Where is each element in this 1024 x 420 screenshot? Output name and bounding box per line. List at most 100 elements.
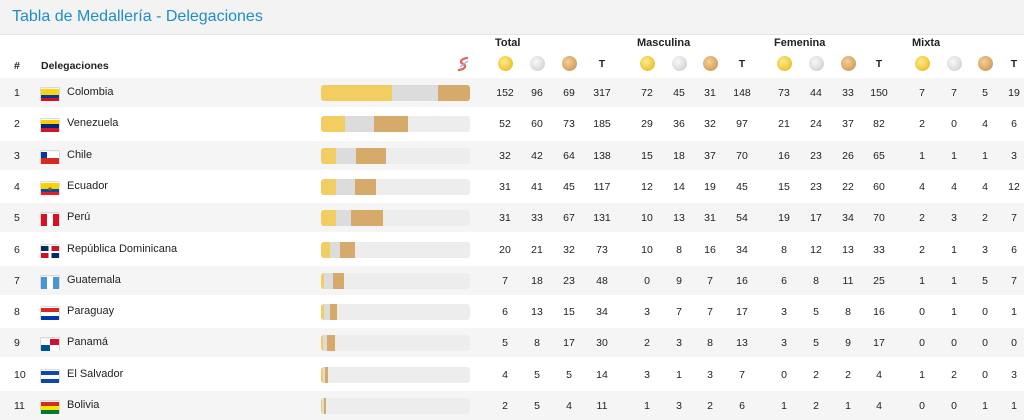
total-bronze-cell: 32 bbox=[563, 243, 575, 256]
table-row[interactable]: 11 Bolivia 2 5 4 11 1 3 2 6 1 2 1 4 0 0 1 1 bbox=[0, 391, 1024, 420]
gold-segment bbox=[321, 398, 322, 414]
table-row[interactable]: 6 República Dominicana 20 21 32 73 10 8 16 34 8 12 1… bbox=[0, 235, 1024, 264]
fem-total-cell: 16 bbox=[873, 306, 885, 319]
rank-cell: 5 bbox=[14, 212, 20, 225]
bronze-segment bbox=[324, 398, 327, 414]
fem-total-cell: 17 bbox=[873, 337, 885, 350]
rank-cell: 11 bbox=[14, 400, 25, 412]
table-row[interactable]: 5 Perú 31 33 67 131 10 13 31 54 19 17 34 70 2 3 2 7 bbox=[0, 203, 1024, 233]
mix-bronze-cell: 4 bbox=[982, 118, 988, 131]
fem-gold-cell: 3 bbox=[781, 337, 787, 350]
rank-cell: 7 bbox=[14, 274, 20, 287]
delegation-name[interactable]: Venezuela bbox=[67, 117, 119, 130]
ecuador-flag-icon bbox=[41, 182, 59, 195]
masc-gold-cell: 10 bbox=[641, 243, 653, 256]
total-gold-cell: 31 bbox=[499, 180, 511, 193]
delegation-name[interactable]: Panamá bbox=[67, 336, 108, 349]
silver-segment bbox=[330, 241, 341, 258]
table-row[interactable]: 8 Paraguay 6 13 15 34 3 7 7 17 3 5 8 16 0 1 0 1 bbox=[0, 297, 1024, 326]
mix-silver-cell: 0 bbox=[951, 118, 957, 131]
total-silver-cell: 5 bbox=[534, 368, 540, 381]
silver-segment bbox=[322, 366, 326, 383]
gold-segment bbox=[321, 366, 323, 383]
masc-silver-cell: 13 bbox=[673, 212, 685, 225]
mix-total-cell: 6 bbox=[1011, 118, 1017, 131]
mix-silver-cell: 3 bbox=[951, 212, 957, 225]
gold-segment bbox=[321, 85, 393, 101]
masc-silver-cell: 8 bbox=[676, 243, 682, 256]
elsalvador-flag-icon bbox=[41, 370, 59, 383]
table-row[interactable]: 10 El Salvador 4 5 5 14 3 1 3 7 0 2 2 4 1 2 0 3 bbox=[0, 360, 1024, 389]
bronze-segment bbox=[327, 335, 336, 352]
fem-gold-cell: 3 bbox=[781, 306, 787, 319]
delegation-name[interactable]: Colombia bbox=[67, 86, 114, 98]
silver-medal-icon bbox=[947, 56, 962, 71]
bronze-segment bbox=[340, 241, 356, 258]
colombia-flag-icon bbox=[41, 88, 59, 101]
delegation-name[interactable]: El Salvador bbox=[67, 367, 124, 380]
gold-segment bbox=[321, 210, 336, 227]
total-bronze-cell: 5 bbox=[566, 368, 572, 381]
rank-header: # bbox=[14, 60, 20, 72]
bronze-segment bbox=[351, 210, 383, 227]
medal-distribution-bar bbox=[321, 272, 470, 289]
gold-medal-icon bbox=[498, 56, 513, 71]
bronze-segment bbox=[437, 85, 470, 101]
delegation-name[interactable]: Chile bbox=[67, 148, 93, 161]
fem-bronze-cell: 2 bbox=[845, 368, 851, 381]
delegation-name[interactable]: Bolivia bbox=[67, 399, 100, 411]
masc-gold-cell: 0 bbox=[644, 274, 650, 287]
masc-silver-cell: 9 bbox=[676, 274, 682, 287]
table-row[interactable]: 9 Panamá 5 8 17 30 2 3 8 13 3 5 9 17 0 0 0 0 bbox=[0, 328, 1024, 358]
fem-silver-cell: 12 bbox=[810, 243, 822, 256]
delegation-name[interactable]: Ecuador bbox=[67, 179, 108, 192]
mix-gold-cell: 0 bbox=[919, 400, 925, 412]
table-row[interactable]: 1 Colombia 152 96 69 317 72 45 31 148 73 44 33 150 7 7 5… bbox=[0, 78, 1024, 107]
fem-bronze-cell: 22 bbox=[842, 180, 854, 193]
total-bronze-cell: 67 bbox=[563, 212, 575, 225]
page-title: Tabla de Medallería - Delegaciones bbox=[12, 8, 263, 25]
fem-gold-cell: 15 bbox=[778, 180, 790, 193]
total-silver-cell: 13 bbox=[531, 306, 543, 319]
masc-bronze-cell: 3 bbox=[707, 368, 713, 381]
rank-cell: 2 bbox=[14, 118, 20, 131]
fem-total-cell: 70 bbox=[873, 212, 885, 225]
delegation-name[interactable]: República Dominicana bbox=[67, 242, 178, 255]
gold-medal-icon bbox=[640, 56, 655, 71]
medal-distribution-bar bbox=[321, 398, 470, 414]
total-gold-cell: 6 bbox=[502, 306, 508, 319]
fem-bronze-cell: 34 bbox=[842, 212, 854, 225]
fem-total-cell: 4 bbox=[876, 368, 882, 381]
fem-bronze-cell: 11 bbox=[842, 274, 854, 287]
total-gold-cell: 32 bbox=[499, 149, 511, 162]
fem-gold-cell: 73 bbox=[778, 87, 790, 99]
table-row[interactable]: 4 Ecuador 31 41 45 117 12 14 19 45 15 23 22 60 4 4 4 12 bbox=[0, 172, 1024, 201]
mix-bronze-cell: 5 bbox=[982, 87, 988, 99]
delegation-name[interactable]: Perú bbox=[67, 211, 91, 224]
total-silver-cell: 18 bbox=[531, 274, 543, 287]
masc-silver-cell: 3 bbox=[676, 337, 682, 350]
masc-total-cell: 17 bbox=[736, 306, 748, 319]
masc-bronze-cell: 2 bbox=[707, 400, 713, 412]
group-header-masc: Masculina bbox=[637, 37, 691, 49]
total-gold-cell: 52 bbox=[499, 118, 511, 131]
table-row[interactable]: 2 Venezuela 52 60 73 185 29 36 32 97 21 24 37 82 2 0 4 6 bbox=[0, 109, 1024, 138]
mix-total-cell: 3 bbox=[1011, 149, 1017, 162]
rank-cell: 6 bbox=[14, 243, 20, 256]
silver-segment bbox=[323, 335, 328, 352]
total-total-cell: 73 bbox=[596, 243, 608, 256]
delegation-name[interactable]: Paraguay bbox=[67, 305, 115, 318]
chile-flag-icon bbox=[41, 151, 59, 164]
table-row[interactable]: 7 Guatemala 7 18 23 48 0 9 7 16 6 8 11 25 1 1 5 7 bbox=[0, 265, 1024, 295]
delegation-name[interactable]: Guatemala bbox=[67, 273, 121, 286]
masc-total-cell: 97 bbox=[736, 118, 748, 131]
table-row[interactable]: 3 Chile 32 42 64 138 15 18 37 70 16 23 26 65 1 1 1 3 bbox=[0, 140, 1024, 170]
total-gold-cell: 20 bbox=[499, 243, 511, 256]
total-gold-cell: 31 bbox=[499, 212, 511, 225]
silver-segment bbox=[345, 116, 374, 133]
bronze-segment bbox=[325, 366, 328, 383]
masc-total-cell: 45 bbox=[736, 180, 748, 193]
group-header-total: Total bbox=[495, 37, 521, 49]
bronze-medal-icon bbox=[978, 56, 993, 71]
total-bronze-cell: 23 bbox=[563, 274, 575, 287]
